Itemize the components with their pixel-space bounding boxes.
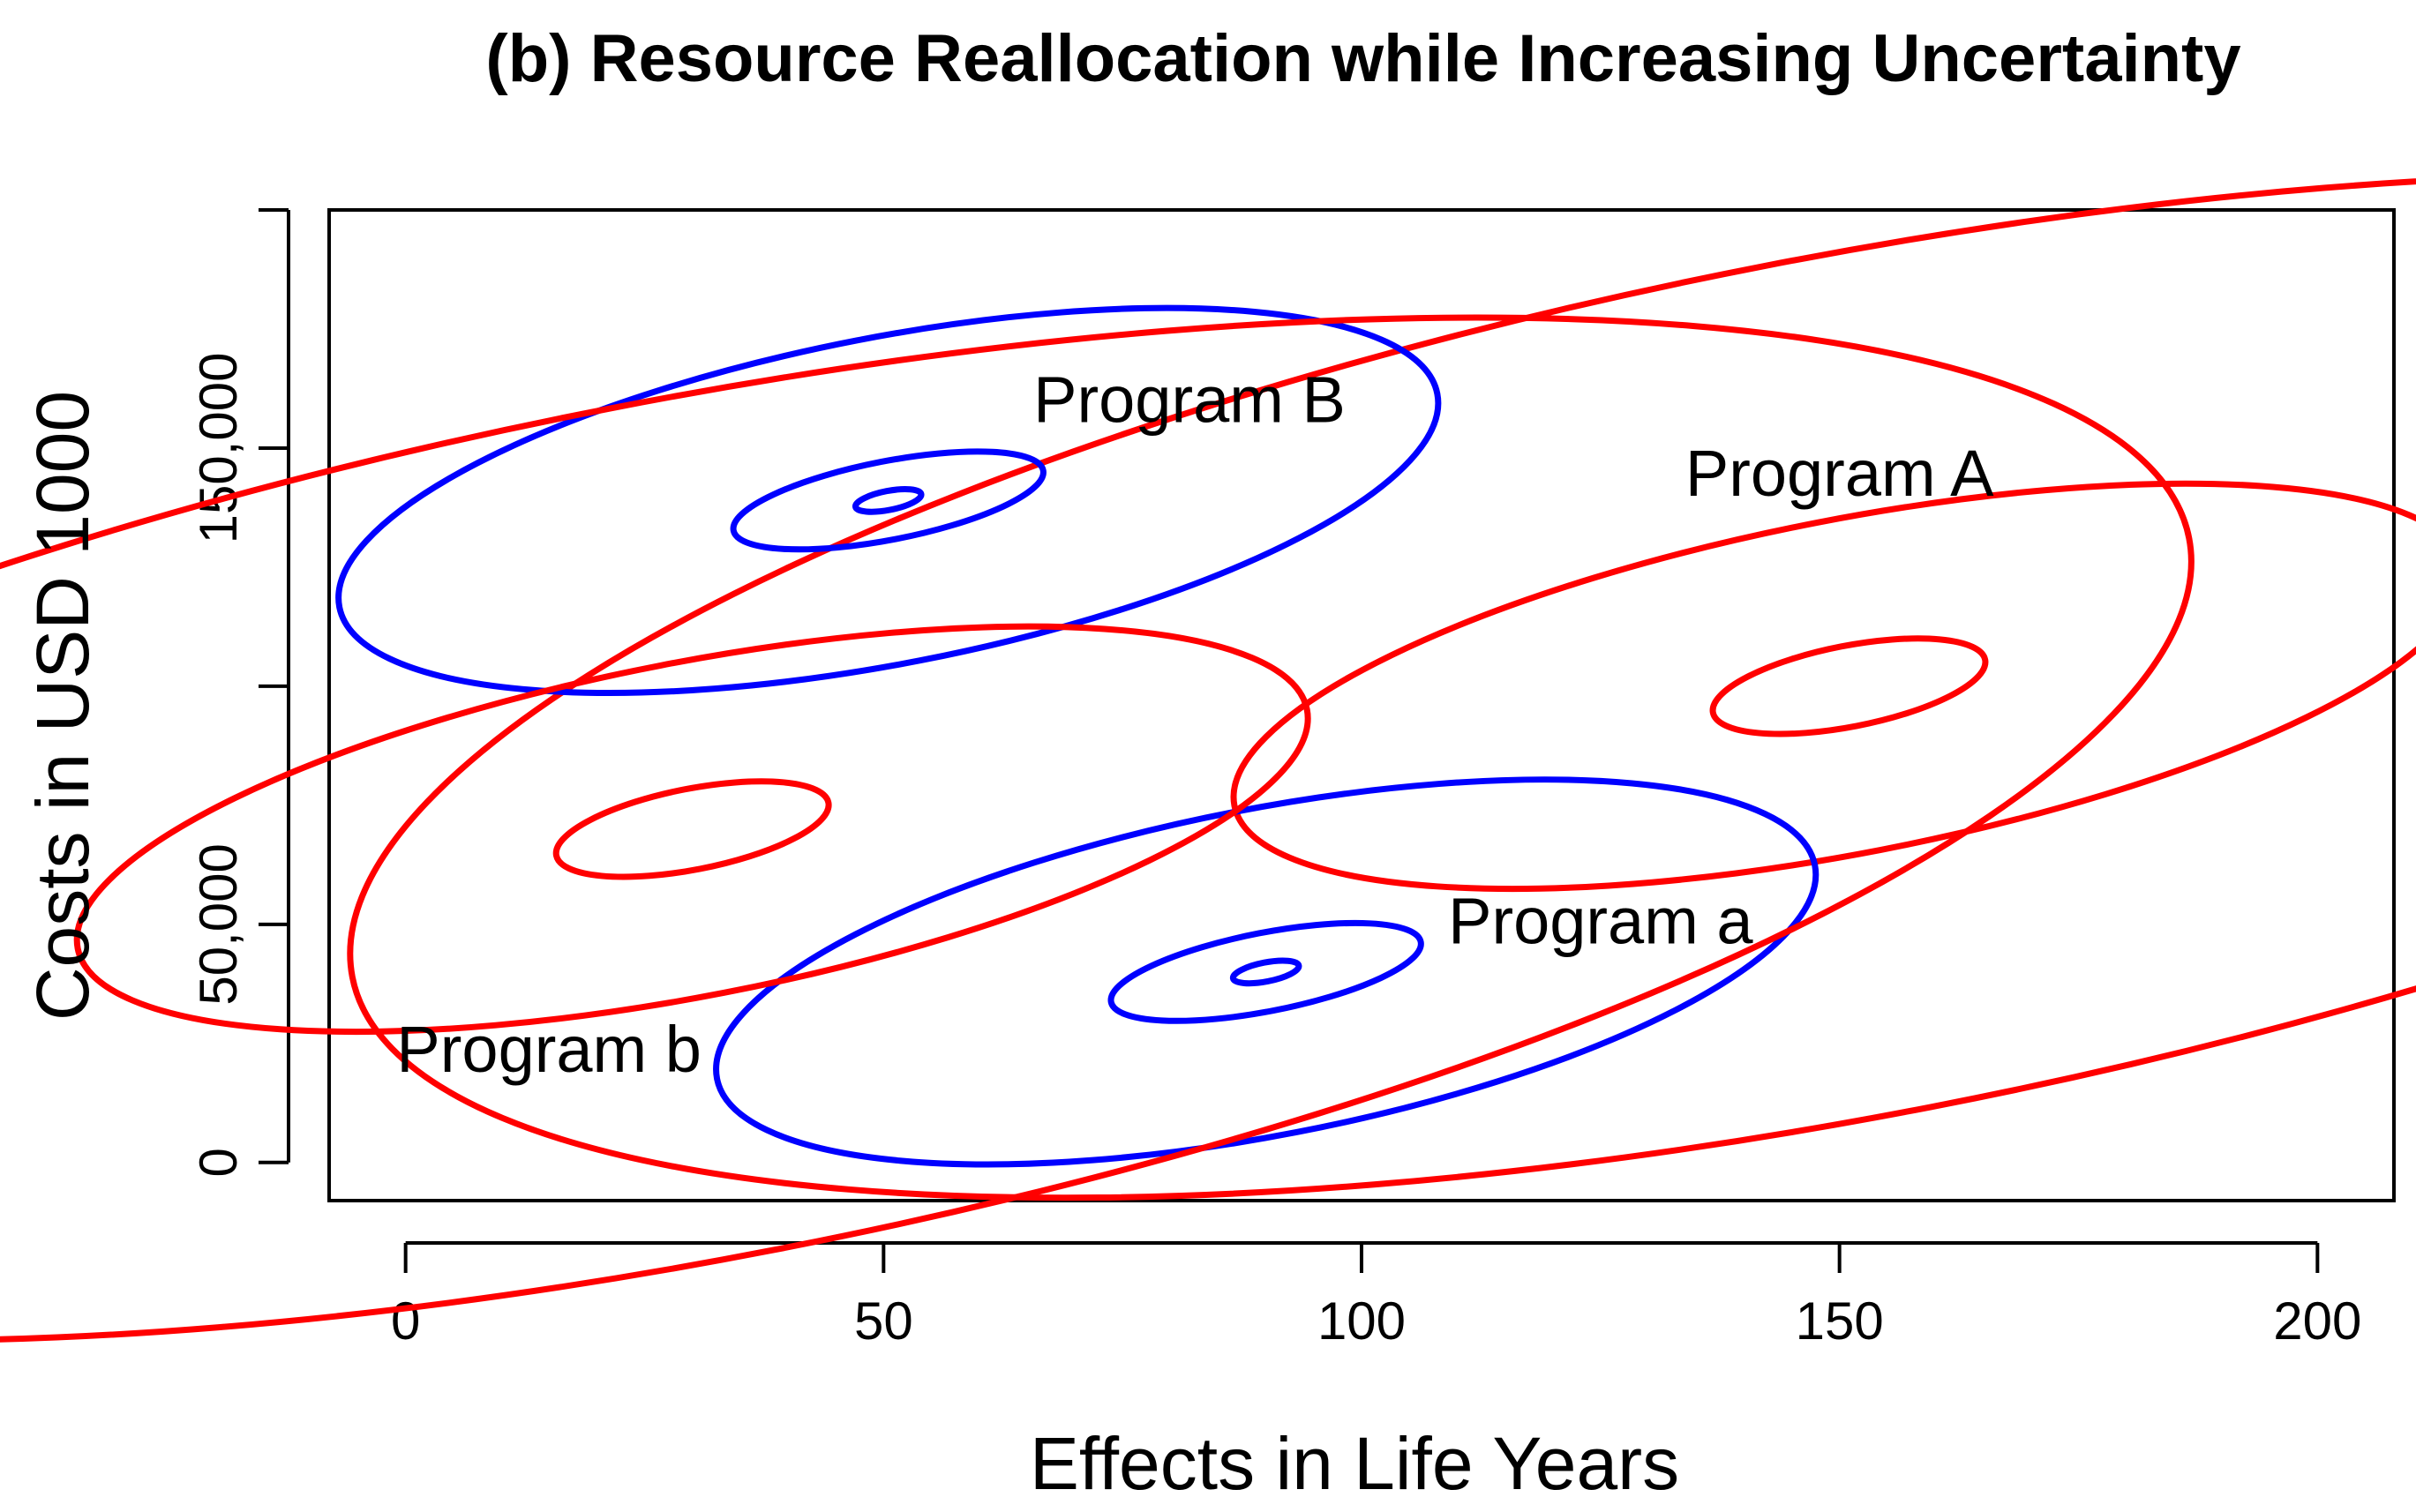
x-axis-label: Effects in Life Years [1030,1422,1679,1505]
y-tick-label: 0 [189,1148,248,1177]
contour-ellipse [1229,957,1302,987]
program-label: Program a [1448,884,1753,957]
x-axis: 0 50 100 150 200 [391,1241,2361,1351]
program-label: Program b [396,1013,701,1086]
x-tick-label: 100 [1317,1291,1406,1351]
contour-ellipse [73,623,1311,1036]
chart-title: (b) Resource Reallocation while Increasi… [485,21,2240,96]
y-axis: 0 50,000 150,000 [189,208,290,1177]
contour-ellipse [347,171,2416,1201]
x-tick-label: 150 [1796,1291,1884,1351]
contour-ellipse [1230,480,2416,893]
contour-ellipse [1709,635,1989,737]
program-label-layer: Program A Program B Program a Program b [396,363,1994,1086]
contour-ellipse [730,448,1047,553]
contour-ellipse [335,304,1442,696]
contour-ellipse [552,778,832,880]
program-label: Program A [1685,437,1994,510]
x-tick-label: 0 [391,1291,420,1351]
x-tick-label: 200 [2273,1291,2361,1351]
x-tick-label: 50 [854,1291,913,1351]
contour-ellipse [0,314,2195,1344]
plot-frame [327,208,2396,1202]
y-axis-label: Costs in USD 1000 [21,391,104,1021]
program-label: Program B [1033,363,1346,436]
contour-ellipse [852,486,925,515]
y-tick-label: 150,000 [189,353,248,544]
y-tick-label: 50,000 [189,843,248,1006]
contour-ellipse [1107,919,1424,1024]
